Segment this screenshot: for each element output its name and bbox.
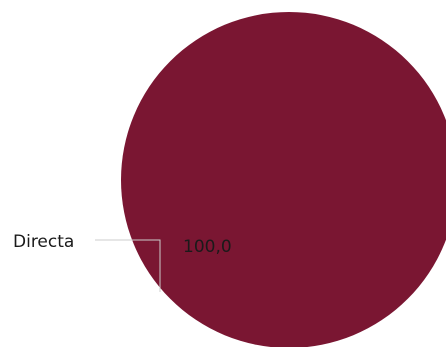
slices-layer <box>121 12 446 347</box>
leader-line-directa <box>95 239 161 292</box>
leader-lines-layer <box>95 239 161 292</box>
labels-layer: Directa 100,0 <box>13 232 232 257</box>
slice-value-directa: 100,0 <box>183 237 232 257</box>
slice-label-directa: Directa <box>13 232 74 252</box>
pie-slice-directa <box>121 12 446 347</box>
